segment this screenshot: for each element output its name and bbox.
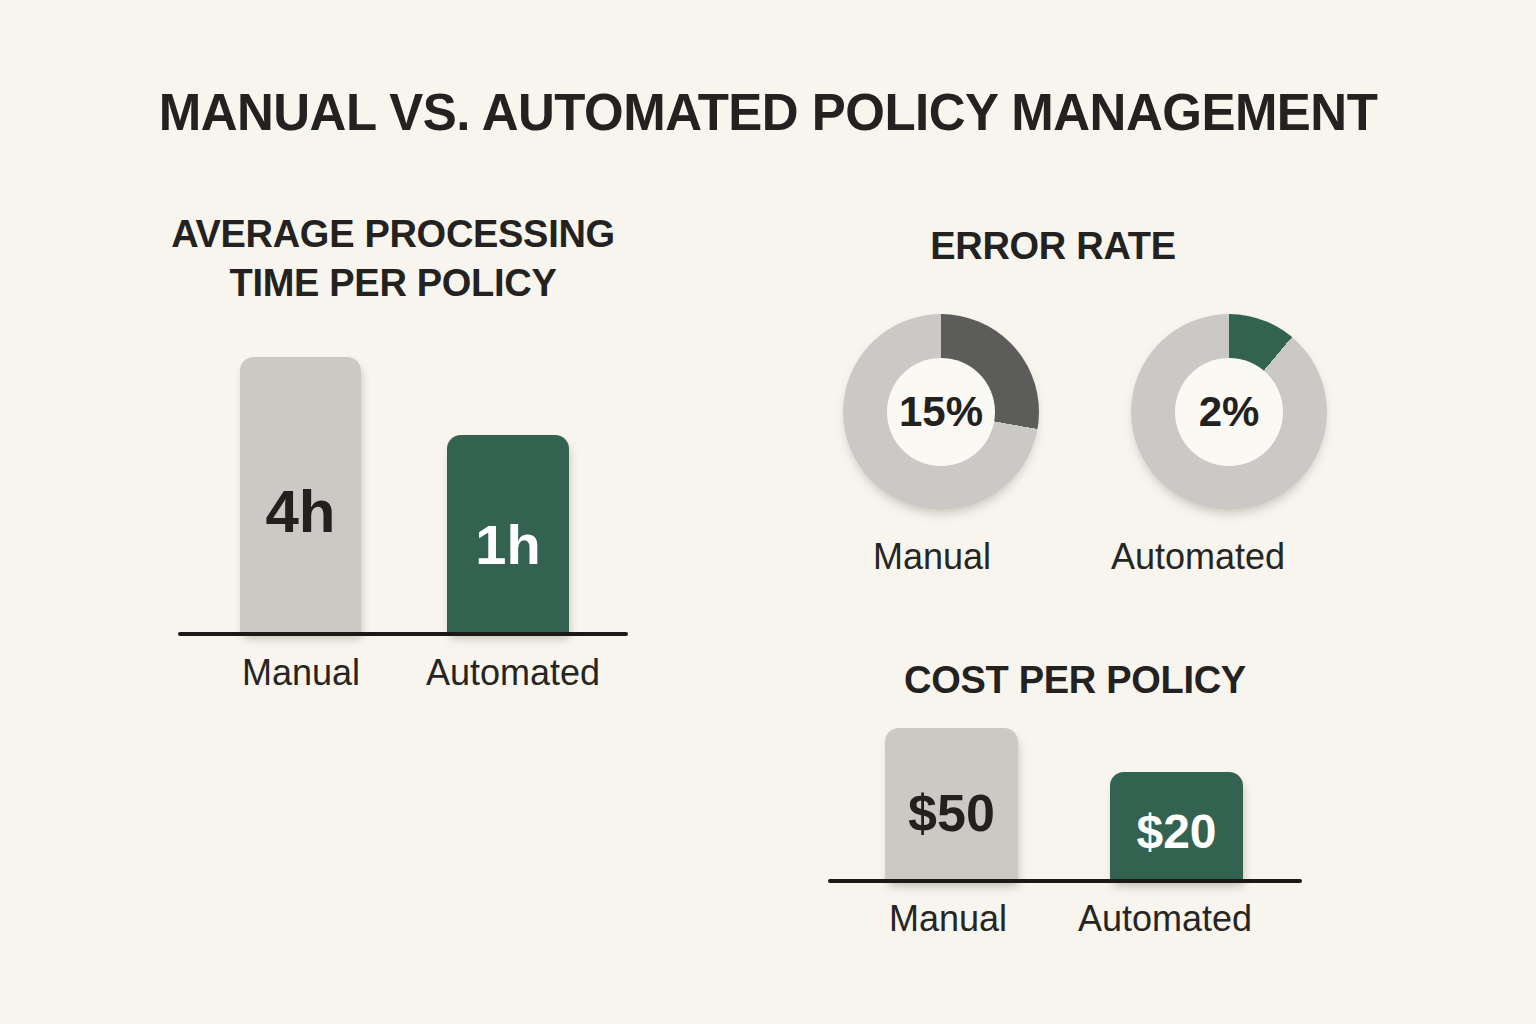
processing-time-label-automated: Automated [413,652,613,694]
error-rate-label-manual: Manual [832,536,1032,578]
error-rate-chart-title: ERROR RATE [853,222,1253,271]
cost-axis-line [828,879,1302,883]
bar-value-label: 1h [475,512,540,577]
chart-title-line: TIME PER POLICY [148,259,638,308]
cost-bar-automated: $20 [1110,772,1243,882]
donut-value-label: 2% [1199,388,1260,436]
error-rate-label-automated: Automated [1068,536,1328,578]
processing-time-chart-title: AVERAGE PROCESSING TIME PER POLICY [148,210,638,307]
donut-value-label: 15% [899,388,983,436]
chart-title-line: AVERAGE PROCESSING [148,210,638,259]
infographic-canvas: MANUAL VS. AUTOMATED POLICY MANAGEMENT A… [0,0,1536,1024]
bar-value-label: 4h [265,477,335,546]
cost-label-automated: Automated [1035,898,1295,940]
bar-value-label: $50 [908,783,995,843]
processing-time-bar-automated: 1h [447,435,569,634]
bar-value-label: $20 [1136,804,1216,859]
processing-time-bar-manual: 4h [240,357,361,634]
processing-time-label-manual: Manual [231,652,371,694]
processing-time-axis-line [178,632,628,636]
error-rate-donut-automated: 2% [1131,314,1327,510]
cost-per-policy-chart-title: COST PER POLICY [875,656,1275,705]
error-rate-donut-manual: 15% [843,314,1039,510]
cost-label-manual: Manual [848,898,1048,940]
cost-bar-manual: $50 [885,728,1018,882]
infographic-title: MANUAL VS. AUTOMATED POLICY MANAGEMENT [15,82,1520,142]
